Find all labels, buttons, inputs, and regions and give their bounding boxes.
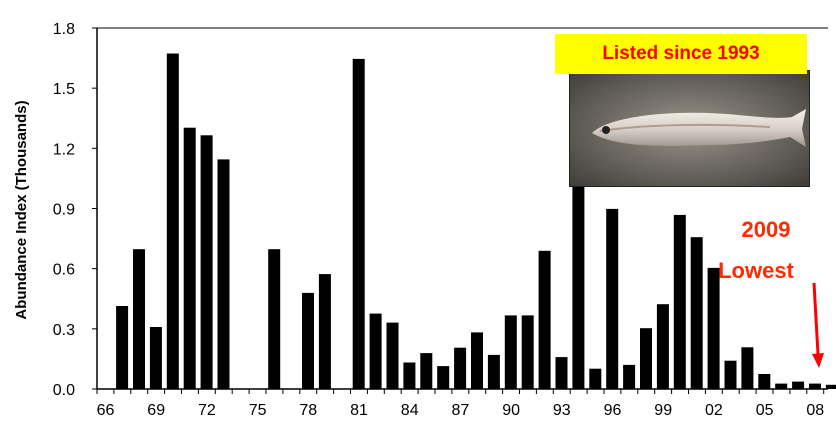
- bar-1985: [420, 353, 433, 389]
- bar-1986: [437, 366, 450, 389]
- x-tick-label: 87: [452, 402, 470, 419]
- x-tick-label: 84: [401, 402, 419, 419]
- bar-1973: [217, 159, 230, 389]
- bar-1968: [133, 249, 145, 389]
- bar-1984: [403, 362, 416, 389]
- bar-1995: [589, 368, 602, 389]
- bar-1996: [606, 208, 619, 389]
- y-axis-label: Abundance Index (Thousands): [13, 100, 30, 319]
- callout-year: 2009: [742, 217, 791, 242]
- bar-1981: [352, 58, 365, 390]
- bar-2002: [707, 267, 720, 389]
- bar-1993: [555, 357, 568, 389]
- bar-2007: [792, 381, 805, 389]
- bar-1990: [504, 315, 517, 389]
- y-tick-label: 0.0: [53, 382, 75, 399]
- bar-1992: [538, 250, 551, 389]
- bar-1998: [640, 328, 652, 389]
- banner-text: Listed since 1993: [602, 43, 760, 64]
- fish-icon: [570, 71, 809, 186]
- x-tick-label: 75: [249, 402, 267, 419]
- callout-lowest: Lowest: [718, 258, 794, 283]
- bar-2001: [690, 237, 703, 389]
- bar-1969: [149, 327, 162, 389]
- bar-2005: [758, 374, 771, 389]
- bar-1978: [302, 292, 314, 389]
- bar-2008: [809, 383, 821, 389]
- bar-2006: [775, 383, 788, 389]
- listed-since-banner: Listed since 1993: [555, 34, 807, 74]
- bar-1994: [572, 172, 585, 389]
- bar-1967: [116, 306, 129, 389]
- x-tick-label: 72: [198, 402, 216, 419]
- x-tick-label: 69: [147, 402, 165, 419]
- x-tick-label: 96: [604, 402, 622, 419]
- x-tick-label: 78: [299, 402, 317, 419]
- y-tick-label: 0.9: [53, 202, 75, 219]
- x-tick-label: 90: [502, 402, 520, 419]
- bar-1983: [386, 322, 399, 389]
- x-tick-label: 99: [654, 402, 672, 419]
- y-tick-label: 0.3: [53, 322, 75, 339]
- x-tick-label: 02: [705, 402, 723, 419]
- x-tick-label: 05: [756, 402, 774, 419]
- bar-1997: [623, 364, 636, 389]
- bar-2009: [825, 384, 836, 389]
- bar-2000: [673, 214, 686, 389]
- x-tick-label: 66: [97, 402, 115, 419]
- x-tick-label: 93: [553, 402, 571, 419]
- bar-1989: [487, 354, 500, 389]
- bar-1988: [471, 332, 483, 389]
- bar-1971: [183, 127, 196, 389]
- bar-1976: [268, 249, 281, 389]
- y-tick-label: 1.8: [53, 21, 75, 38]
- y-tick-label: 1.5: [53, 81, 75, 98]
- bar-1972: [200, 135, 213, 389]
- arrow-icon: [812, 282, 824, 368]
- bar-1991: [521, 315, 534, 389]
- y-axis-ticks: 0.0 0.3 0.6 0.9 1.2 1.5 1.8: [53, 21, 97, 399]
- bar-1987: [454, 347, 467, 389]
- bar-1982: [369, 313, 382, 389]
- bar-1970: [166, 53, 179, 389]
- bar-2003: [724, 360, 737, 389]
- y-tick-label: 0.6: [53, 262, 75, 279]
- x-tick-label: 81: [350, 402, 368, 419]
- bar-series: [116, 53, 836, 390]
- fish-photo: [569, 70, 810, 187]
- bar-1999: [656, 304, 669, 389]
- x-tick-label: 08: [806, 402, 824, 419]
- y-tick-label: 1.2: [53, 141, 75, 158]
- x-axis-ticks: 66 69 72 75 78 81 84 87 90 93 96 99 02 05 08: [96, 389, 824, 419]
- bar-1979: [318, 274, 331, 389]
- bar-2004: [741, 347, 754, 389]
